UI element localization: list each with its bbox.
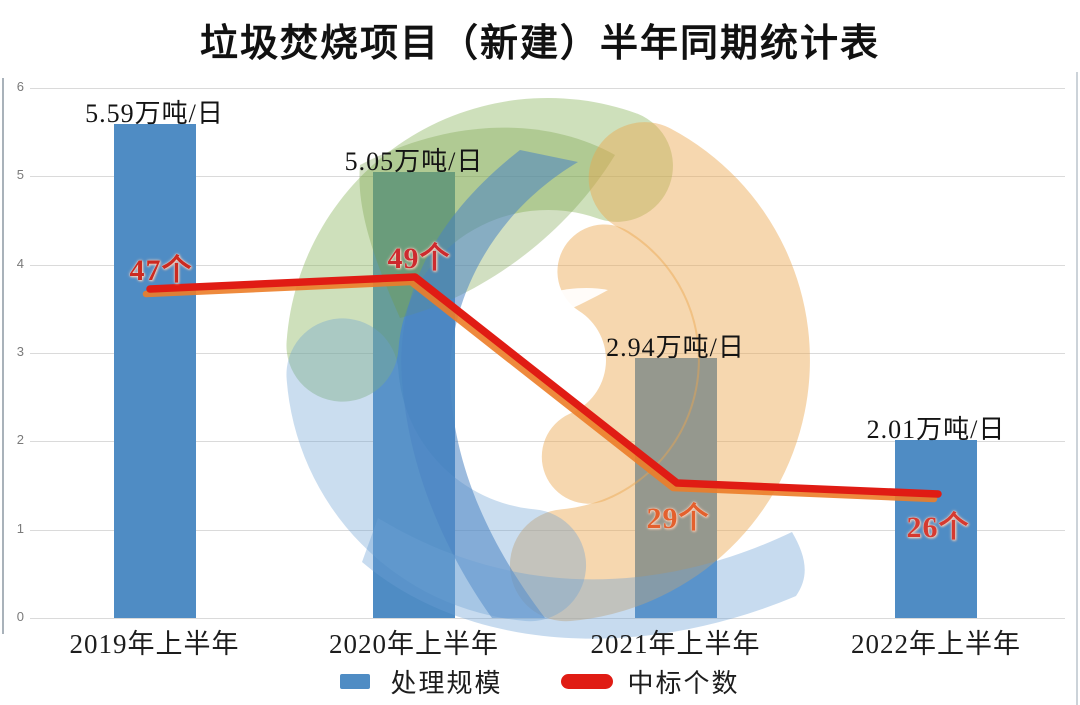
bar-2020年上半年	[373, 171, 455, 618]
watermark-blue-bottom-wave	[362, 518, 805, 639]
line-value-label-1: 47个	[129, 254, 193, 287]
y-axis-spine	[2, 78, 4, 634]
bar-2022年上半年	[895, 440, 977, 618]
legend-line-swatch	[560, 673, 613, 689]
bar-2019年上半年	[113, 124, 196, 618]
x-axis-label-2: 2020年上半年	[329, 629, 499, 659]
bar-value-label-3: 2.94万吨/日	[606, 333, 745, 363]
legend-bar-label: 处理规模	[390, 668, 503, 698]
x-axis-label-3: 2021年上半年	[590, 629, 761, 659]
line-orange-underlay	[142, 278, 938, 503]
gridline-3	[30, 353, 1065, 354]
gridline-5	[30, 176, 1065, 178]
watermark-white-slash	[468, 288, 608, 347]
gridline-0	[30, 618, 1065, 619]
gridline-2	[30, 441, 1065, 443]
bar-2021年上半年	[634, 358, 717, 618]
watermark-orange-inner-comma	[541, 224, 700, 504]
watermark-orange-arc	[509, 122, 810, 622]
watermark-darkgreen-leaf	[359, 127, 615, 318]
watermark-green-arc	[286, 97, 673, 402]
gridline-6	[30, 88, 1065, 89]
bar-value-label-2: 5.05万吨/日	[344, 146, 484, 176]
x-axis-label-4: 2022年上半年	[851, 629, 1021, 659]
right-edge-line	[1076, 72, 1078, 705]
bar-value-label-4: 2.01万吨/日	[866, 415, 1006, 445]
legend-bar-swatch	[340, 673, 371, 689]
bar-value-label-1: 5.59万吨/日	[85, 99, 224, 129]
x-axis-label-1: 2019年上半年	[69, 629, 240, 659]
gridline-4	[30, 264, 1065, 266]
watermark-blue-stream	[401, 150, 578, 618]
watermark-blue-arc	[286, 318, 587, 622]
line-value-label-2: 49个	[387, 242, 451, 275]
line-value-label-3: 29个	[646, 502, 710, 535]
line-main-red	[146, 273, 942, 498]
line-value-label-4: 26个	[906, 511, 970, 544]
legend: 处理规模 中标个数	[0, 663, 1080, 699]
legend-line-label: 中标个数	[627, 668, 740, 698]
chart-title: 垃圾焚烧项目（新建）半年同期统计表	[199, 23, 880, 65]
gridline-1	[30, 529, 1065, 531]
